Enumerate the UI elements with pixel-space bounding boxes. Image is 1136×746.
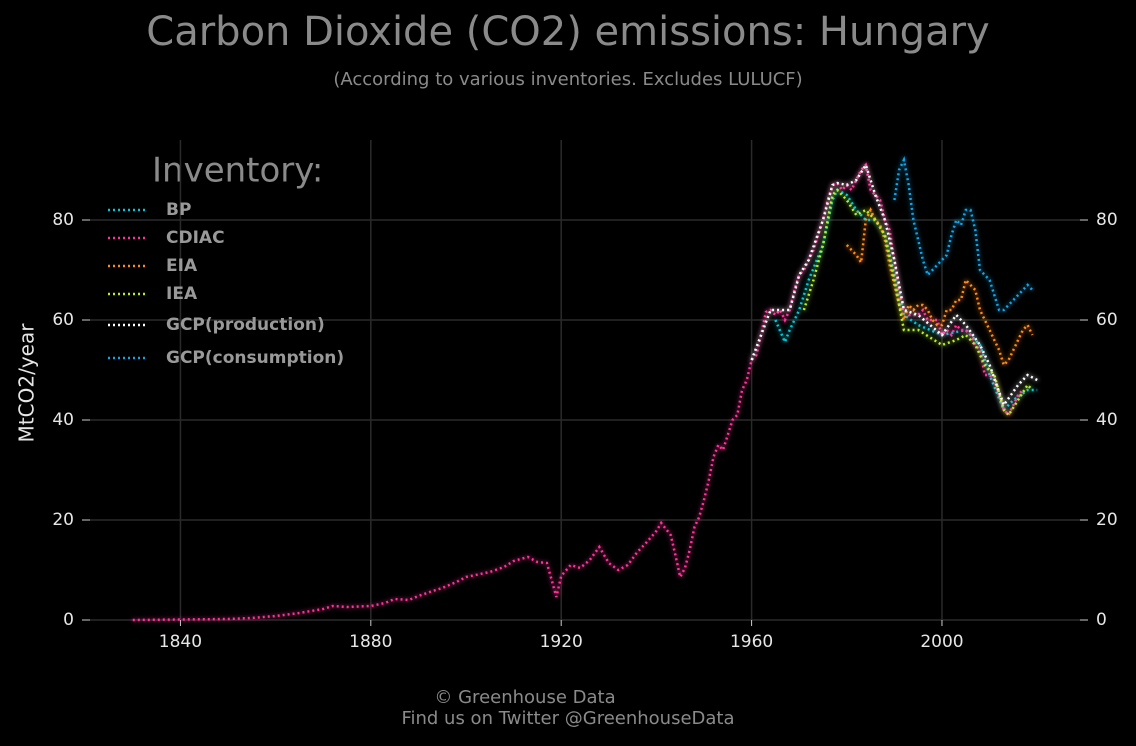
legend-label: CDIAC <box>166 228 225 248</box>
y2-tick-label: 60 <box>1096 310 1118 330</box>
legend-label: IEA <box>166 284 198 304</box>
y-tick-label: 80 <box>52 210 74 230</box>
series-line <box>802 188 1034 418</box>
y2-tick-label: 40 <box>1096 410 1118 430</box>
legend-label: GCP(production) <box>166 315 325 335</box>
series-line <box>132 162 1024 622</box>
legend-title: Inventory: <box>152 151 323 191</box>
x-tick-label: 1880 <box>349 632 392 652</box>
series-line <box>750 162 1038 408</box>
x-tick-label: 1960 <box>730 632 773 652</box>
legend-label: EIA <box>166 256 198 276</box>
x-tick-label: 1840 <box>159 632 202 652</box>
x-tick-label: 1920 <box>540 632 583 652</box>
y-tick-label: 20 <box>52 510 74 530</box>
y2-tick-label: 0 <box>1096 610 1107 630</box>
y-tick-label: 0 <box>63 610 74 630</box>
y2-tick-label: 20 <box>1096 510 1118 530</box>
y-axis-label: MtCO2/year <box>15 323 39 443</box>
footer: Find us on Twitter @GreenhouseData <box>401 708 734 729</box>
footer: © Greenhouse Data <box>434 687 615 708</box>
chart-subtitle: (According to various inventories. Exclu… <box>333 69 802 90</box>
chart-title: Carbon Dioxide (CO2) emissions: Hungary <box>146 9 989 55</box>
y-tick-label: 40 <box>52 410 74 430</box>
x-tick-label: 2000 <box>920 632 963 652</box>
y2-tick-label: 80 <box>1096 210 1118 230</box>
legend-label: BP <box>166 200 191 220</box>
legend-label: GCP(consumption) <box>166 348 344 368</box>
y-tick-label: 60 <box>52 310 74 330</box>
